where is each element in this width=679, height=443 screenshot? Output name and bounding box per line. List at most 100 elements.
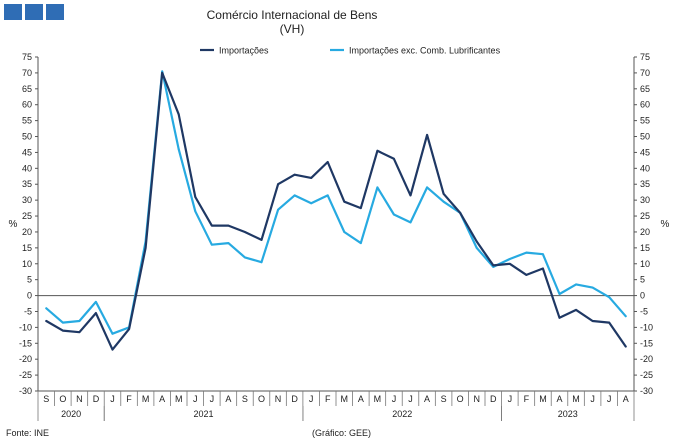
x-tick-label: J [508, 394, 513, 404]
y-tick-label-right: -5 [640, 306, 648, 316]
logo-square [4, 4, 22, 20]
data-point-importacoes-exc [542, 253, 544, 256]
data-point-importacoes [492, 264, 495, 267]
y-tick-label-right: 25 [640, 211, 650, 221]
data-point-importacoes [194, 196, 197, 198]
data-point-importacoes [161, 72, 164, 74]
x-tick-label: M [142, 394, 150, 404]
data-point-importacoes [558, 316, 561, 319]
y-tick-label-left: 55 [22, 116, 32, 126]
y-tick-label-left: -20 [19, 354, 32, 364]
data-point-importacoes [359, 207, 362, 210]
data-point-importacoes-exc [111, 332, 114, 335]
year-label: 2021 [194, 409, 214, 419]
data-point-importacoes [525, 274, 528, 276]
logo [4, 4, 64, 20]
data-point-importacoes-exc [293, 194, 296, 197]
data-point-importacoes [61, 329, 64, 332]
x-tick-label: A [358, 394, 364, 404]
year-label: 2022 [392, 409, 412, 419]
data-point-importacoes [608, 321, 611, 324]
x-tick-label: A [159, 394, 165, 404]
y-tick-label-right: 40 [640, 163, 650, 173]
x-tick-label: S [242, 394, 248, 404]
y-tick-label-left: 60 [22, 100, 32, 110]
data-point-importacoes [475, 240, 478, 243]
data-point-importacoes-exc [95, 301, 97, 303]
x-tick-label: S [43, 394, 49, 404]
data-point-importacoes [177, 113, 180, 116]
data-point-importacoes-exc [359, 242, 362, 245]
data-point-importacoes-exc [260, 261, 263, 264]
data-point-importacoes [277, 183, 279, 186]
x-tick-label: A [424, 394, 430, 404]
x-tick-label: M [572, 394, 580, 404]
data-point-importacoes [111, 348, 114, 351]
x-tick-label: M [374, 394, 382, 404]
y-tick-label-right: -15 [640, 338, 653, 348]
data-point-importacoes [343, 200, 346, 203]
data-point-importacoes-exc [310, 202, 313, 205]
x-tick-label: J [392, 394, 397, 404]
y-tick-label-right: 35 [640, 179, 650, 189]
y-tick-label-left: 15 [22, 243, 32, 253]
x-tick-label: O [258, 394, 265, 404]
y-tick-label-left: -30 [19, 386, 32, 396]
source-note: Fonte: INE [6, 428, 49, 438]
x-tick-label: O [59, 394, 66, 404]
y-tick-label-left: 25 [22, 211, 32, 221]
x-tick-label: F [524, 394, 530, 404]
y-tick-label-right: 75 [640, 52, 650, 62]
y-tick-label-left: 75 [22, 52, 32, 62]
y-tick-label-right: -10 [640, 322, 653, 332]
y-tick-label-left: -15 [19, 338, 32, 348]
y-tick-label-left: 50 [22, 132, 32, 142]
y-tick-label-left: 65 [22, 84, 32, 94]
y-tick-label-right: 15 [640, 243, 650, 253]
data-point-importacoes [542, 267, 544, 270]
y-axis-label-right: % [661, 219, 670, 230]
x-tick-label: D [291, 394, 298, 404]
data-point-importacoes [260, 239, 263, 241]
y-tick-label-right: -25 [640, 370, 653, 380]
chart-subtitle: (VH) [280, 22, 305, 36]
data-point-importacoes-exc [45, 307, 48, 310]
year-label: 2020 [61, 409, 81, 419]
y-tick-label-left: 30 [22, 195, 32, 205]
x-tick-label: F [325, 394, 331, 404]
data-point-importacoes [244, 231, 246, 233]
x-tick-label: A [556, 394, 562, 404]
data-point-importacoes-exc [624, 315, 627, 318]
data-point-importacoes [227, 224, 230, 227]
data-point-importacoes-exc [244, 256, 246, 259]
y-tick-label-left: 35 [22, 179, 32, 189]
x-tick-label: M [341, 394, 349, 404]
data-point-importacoes [393, 157, 395, 160]
y-tick-label-right: 55 [640, 116, 650, 126]
data-point-importacoes [95, 312, 97, 314]
y-tick-label-left: 70 [22, 68, 32, 78]
x-tick-label: J [607, 394, 612, 404]
legend-label-importacoes-exc: Importações exc. Comb. Lubrificantes [349, 46, 501, 56]
data-point-importacoes [128, 328, 131, 330]
data-point-importacoes-exc [277, 208, 279, 211]
x-tick-label: N [76, 394, 83, 404]
x-tick-label: S [441, 394, 447, 404]
y-tick-label-right: 20 [640, 227, 650, 237]
y-tick-label-right: -30 [640, 386, 653, 396]
data-point-importacoes [293, 173, 296, 176]
data-point-importacoes-exc [393, 213, 395, 216]
data-point-importacoes-exc [177, 148, 180, 151]
x-tick-label: A [623, 394, 629, 404]
legend-label-importacoes: Importações [219, 46, 269, 56]
x-tick-label: M [175, 394, 183, 404]
data-point-importacoes [310, 177, 313, 179]
y-tick-label-left: -25 [19, 370, 32, 380]
x-tick-label: J [408, 394, 413, 404]
series-lines [45, 70, 627, 351]
data-point-importacoes [426, 134, 428, 136]
y-tick-label-right: 10 [640, 259, 650, 269]
data-point-importacoes [442, 192, 445, 195]
x-tick-label: O [457, 394, 464, 404]
data-point-importacoes-exc [194, 210, 197, 213]
